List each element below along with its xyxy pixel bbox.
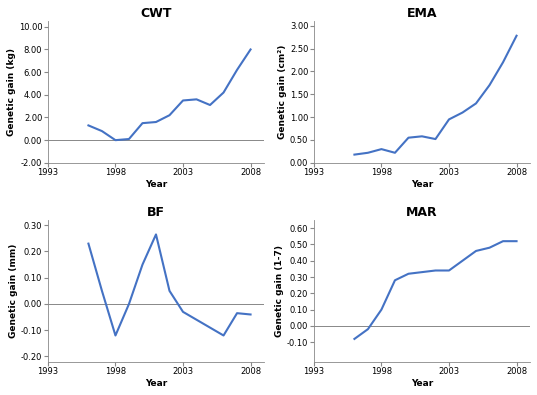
X-axis label: Year: Year	[145, 379, 167, 388]
Y-axis label: Genetic gain (1-7): Genetic gain (1-7)	[275, 245, 284, 337]
X-axis label: Year: Year	[411, 379, 433, 388]
Title: BF: BF	[147, 206, 165, 219]
Title: MAR: MAR	[406, 206, 438, 219]
Title: EMA: EMA	[407, 7, 437, 20]
Y-axis label: Genetic gain (cm²): Genetic gain (cm²)	[278, 45, 287, 139]
Y-axis label: Genetic gain (mm): Genetic gain (mm)	[9, 244, 18, 338]
X-axis label: Year: Year	[411, 180, 433, 189]
Y-axis label: Genetic gain (kg): Genetic gain (kg)	[7, 48, 16, 136]
X-axis label: Year: Year	[145, 180, 167, 189]
Title: CWT: CWT	[140, 7, 172, 20]
